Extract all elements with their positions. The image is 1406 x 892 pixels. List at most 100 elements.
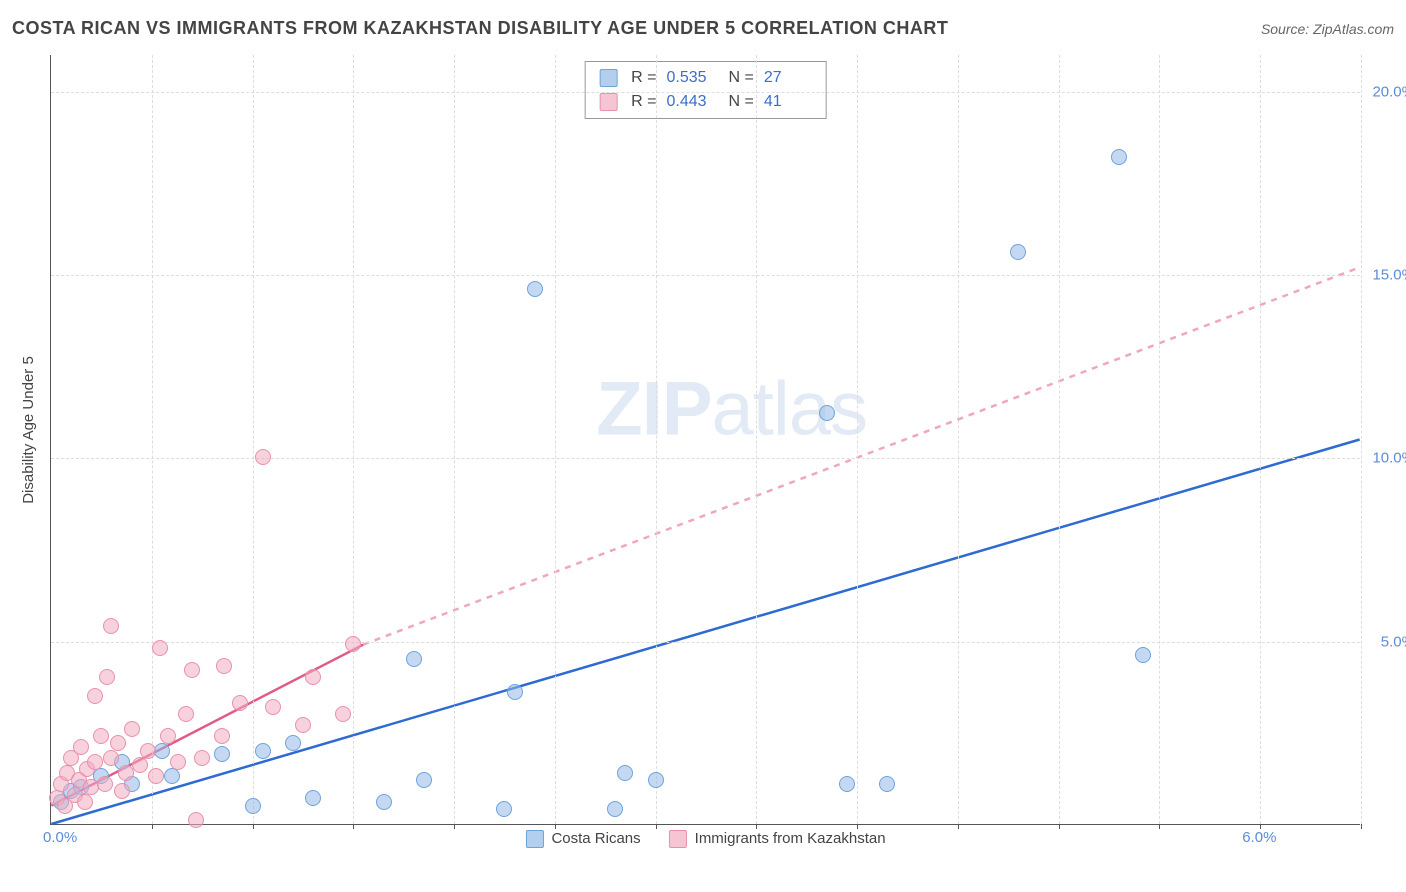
swatch-pink-icon (599, 93, 617, 111)
x-axis-tick-stub (1361, 824, 1362, 829)
data-point (93, 728, 109, 744)
data-point (335, 706, 351, 722)
stats-n-key: N = (729, 90, 754, 114)
gridline-v (1159, 55, 1160, 824)
legend-item-blue: Costa Ricans (525, 830, 640, 848)
swatch-blue-icon (599, 69, 617, 87)
data-point (110, 735, 126, 751)
gridline-h (51, 642, 1360, 643)
source-credit: Source: ZipAtlas.com (1261, 21, 1394, 37)
data-point (839, 776, 855, 792)
data-point (178, 706, 194, 722)
legend-label-blue: Costa Ricans (551, 830, 640, 847)
data-point (345, 636, 361, 652)
gridline-v (1260, 55, 1261, 824)
data-point (496, 801, 512, 817)
data-point (245, 798, 261, 814)
gridline-v (656, 55, 657, 824)
data-point (148, 768, 164, 784)
data-point (232, 695, 248, 711)
x-axis-tick-stub (152, 824, 153, 829)
data-point (103, 618, 119, 634)
gridline-v (1059, 55, 1060, 824)
gridline-h (51, 458, 1360, 459)
data-point (214, 728, 230, 744)
data-point (114, 783, 130, 799)
data-point (1010, 244, 1026, 260)
stats-r-key: R = (631, 90, 656, 114)
y-axis-tick: 15.0% (1372, 267, 1406, 284)
data-point (132, 757, 148, 773)
correlation-stats-box: R = 0.535 N = 27 R = 0.443 N = 41 (584, 61, 827, 119)
data-point (194, 750, 210, 766)
data-point (97, 776, 113, 792)
regression-lines (51, 55, 1360, 824)
gridline-v (555, 55, 556, 824)
x-axis-tick-stub (656, 824, 657, 829)
data-point (1135, 647, 1151, 663)
gridline-v (253, 55, 254, 824)
scatter-plot: ZIPatlas R = 0.535 N = 27 R = 0.443 N = … (50, 55, 1360, 825)
data-point (170, 754, 186, 770)
swatch-pink-icon (669, 830, 687, 848)
data-point (216, 658, 232, 674)
data-point (87, 754, 103, 770)
data-point (376, 794, 392, 810)
data-point (285, 735, 301, 751)
stats-r-value-blue: 0.535 (667, 66, 715, 90)
gridline-v (1361, 55, 1362, 824)
data-point (184, 662, 200, 678)
x-axis-tick-stub (1159, 824, 1160, 829)
data-point (87, 688, 103, 704)
data-point (188, 812, 204, 828)
x-axis-tick-stub (454, 824, 455, 829)
data-point (124, 721, 140, 737)
data-point (99, 669, 115, 685)
data-point (160, 728, 176, 744)
regression-line (51, 440, 1359, 825)
gridline-v (958, 55, 959, 824)
gridline-v (152, 55, 153, 824)
source-label: Source: (1261, 21, 1313, 37)
gridline-v (857, 55, 858, 824)
x-axis-tick-stub (857, 824, 858, 829)
chart-title: COSTA RICAN VS IMMIGRANTS FROM KAZAKHSTA… (12, 18, 948, 39)
stats-n-value-pink: 41 (764, 90, 812, 114)
x-axis-tick-max: 6.0% (1242, 829, 1365, 846)
data-point (1111, 149, 1127, 165)
gridline-v (454, 55, 455, 824)
y-axis-tick: 20.0% (1372, 83, 1406, 100)
x-axis-tick-stub (353, 824, 354, 829)
x-axis-tick-stub (1260, 824, 1261, 829)
data-point (164, 768, 180, 784)
data-point (73, 739, 89, 755)
legend-item-pink: Immigrants from Kazakhstan (669, 830, 886, 848)
swatch-blue-icon (525, 830, 543, 848)
data-point (406, 651, 422, 667)
stats-row-blue: R = 0.535 N = 27 (599, 66, 812, 90)
data-point (140, 743, 156, 759)
x-axis-tick-stub (1059, 824, 1060, 829)
data-point (527, 281, 543, 297)
gridline-v (353, 55, 354, 824)
x-axis-tick-origin: 0.0% (43, 829, 77, 846)
data-point (416, 772, 432, 788)
data-point (617, 765, 633, 781)
y-axis-tick: 10.0% (1372, 450, 1406, 467)
series-legend: Costa Ricans Immigrants from Kazakhstan (525, 830, 885, 848)
y-axis-label: Disability Age Under 5 (20, 356, 37, 504)
chart-header: COSTA RICAN VS IMMIGRANTS FROM KAZAKHSTA… (12, 18, 1394, 39)
stats-n-key: N = (729, 66, 754, 90)
data-point (255, 743, 271, 759)
data-point (879, 776, 895, 792)
gridline-h (51, 275, 1360, 276)
data-point (305, 790, 321, 806)
stats-r-value-pink: 0.443 (667, 90, 715, 114)
data-point (152, 640, 168, 656)
data-point (507, 684, 523, 700)
stats-n-value-blue: 27 (764, 66, 812, 90)
x-axis-tick-stub (756, 824, 757, 829)
source-name: ZipAtlas.com (1313, 21, 1394, 37)
x-axis-tick-stub (555, 824, 556, 829)
data-point (255, 449, 271, 465)
